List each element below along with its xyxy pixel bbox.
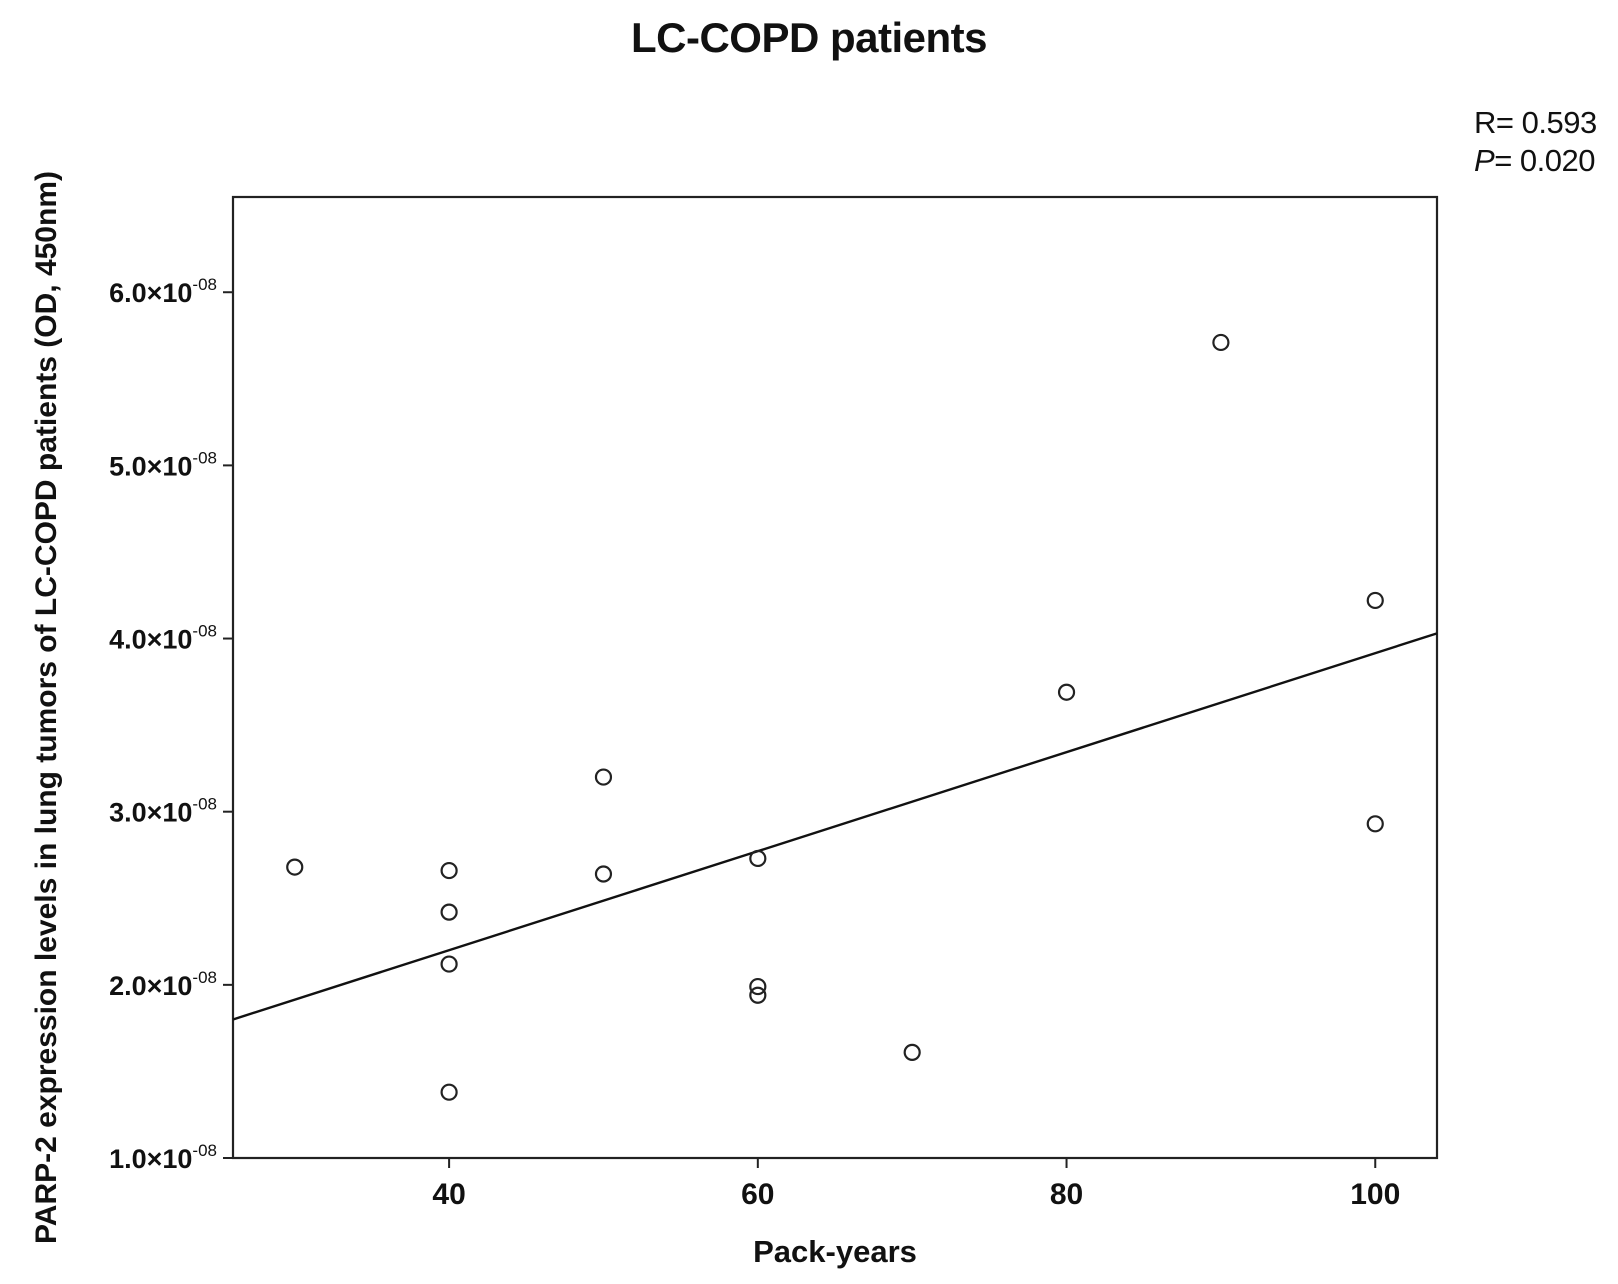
y-tick-exponent: -08 [192, 795, 217, 814]
data-point [749, 986, 767, 1004]
data-point [440, 861, 458, 880]
y-tick-exponent: -08 [192, 968, 217, 987]
data-point [440, 955, 458, 973]
r-value: = 0.593 [1495, 105, 1597, 140]
p-label: P [1474, 143, 1495, 178]
y-tick-mantissa: 3.0×10 [109, 798, 192, 828]
data-point [749, 849, 767, 868]
data-point [1057, 683, 1076, 701]
data-point [594, 768, 613, 786]
data-points [286, 333, 1384, 1101]
y-tick-mantissa: 1.0×10 [109, 1144, 192, 1174]
p-value: = 0.020 [1494, 143, 1595, 178]
x-tick-label: 80 [1050, 1178, 1083, 1211]
x-tick-label: 40 [432, 1178, 465, 1211]
data-point [1366, 591, 1384, 610]
x-axis: 40 60 80 100 [432, 1158, 1400, 1211]
data-point [749, 977, 767, 996]
y-axis: 1.0×10-082.0×10-083.0×10-084.0×10-085.0×… [109, 275, 233, 1174]
data-point [286, 858, 304, 876]
data-point [440, 903, 458, 921]
y-tick-exponent: -08 [192, 622, 217, 641]
data-point [903, 1043, 921, 1061]
y-tick-mantissa: 4.0×10 [109, 625, 192, 655]
data-point [440, 1083, 458, 1101]
plot-frame [231, 195, 1439, 1160]
y-tick-exponent: -08 [192, 448, 217, 467]
y-axis-label: PARP-2 expression levels in lung tumors … [30, 171, 63, 1244]
y-tick-mantissa: 6.0×10 [109, 278, 192, 308]
x-tick-label: 60 [741, 1178, 774, 1211]
r-label: R [1474, 105, 1496, 140]
x-tick-label: 100 [1350, 1178, 1400, 1211]
y-tick-label: 3.0×10-08 [109, 795, 217, 828]
data-point [594, 865, 613, 883]
regression-line [232, 632, 1438, 1021]
y-tick-label: 1.0×10-08 [109, 1141, 217, 1174]
correlation-stats: R= 0.593 P= 0.020 [1474, 104, 1597, 180]
chart-title: LC-COPD patients [630, 14, 988, 61]
y-tick-label: 4.0×10-08 [109, 622, 217, 655]
p-stat: P= 0.020 [1474, 142, 1597, 180]
r-stat: R= 0.593 [1474, 104, 1597, 142]
data-point [1366, 815, 1384, 833]
x-axis-label: Pack-years [753, 1234, 917, 1269]
y-tick-mantissa: 2.0×10 [109, 971, 192, 1001]
y-tick-mantissa: 5.0×10 [109, 451, 192, 481]
y-tick-label: 5.0×10-08 [109, 448, 217, 481]
y-tick-label: 2.0×10-08 [109, 968, 217, 1001]
y-tick-label: 6.0×10-08 [109, 275, 217, 308]
y-tick-exponent: -08 [192, 1141, 217, 1160]
data-point [1212, 333, 1230, 352]
y-tick-exponent: -08 [192, 275, 217, 294]
